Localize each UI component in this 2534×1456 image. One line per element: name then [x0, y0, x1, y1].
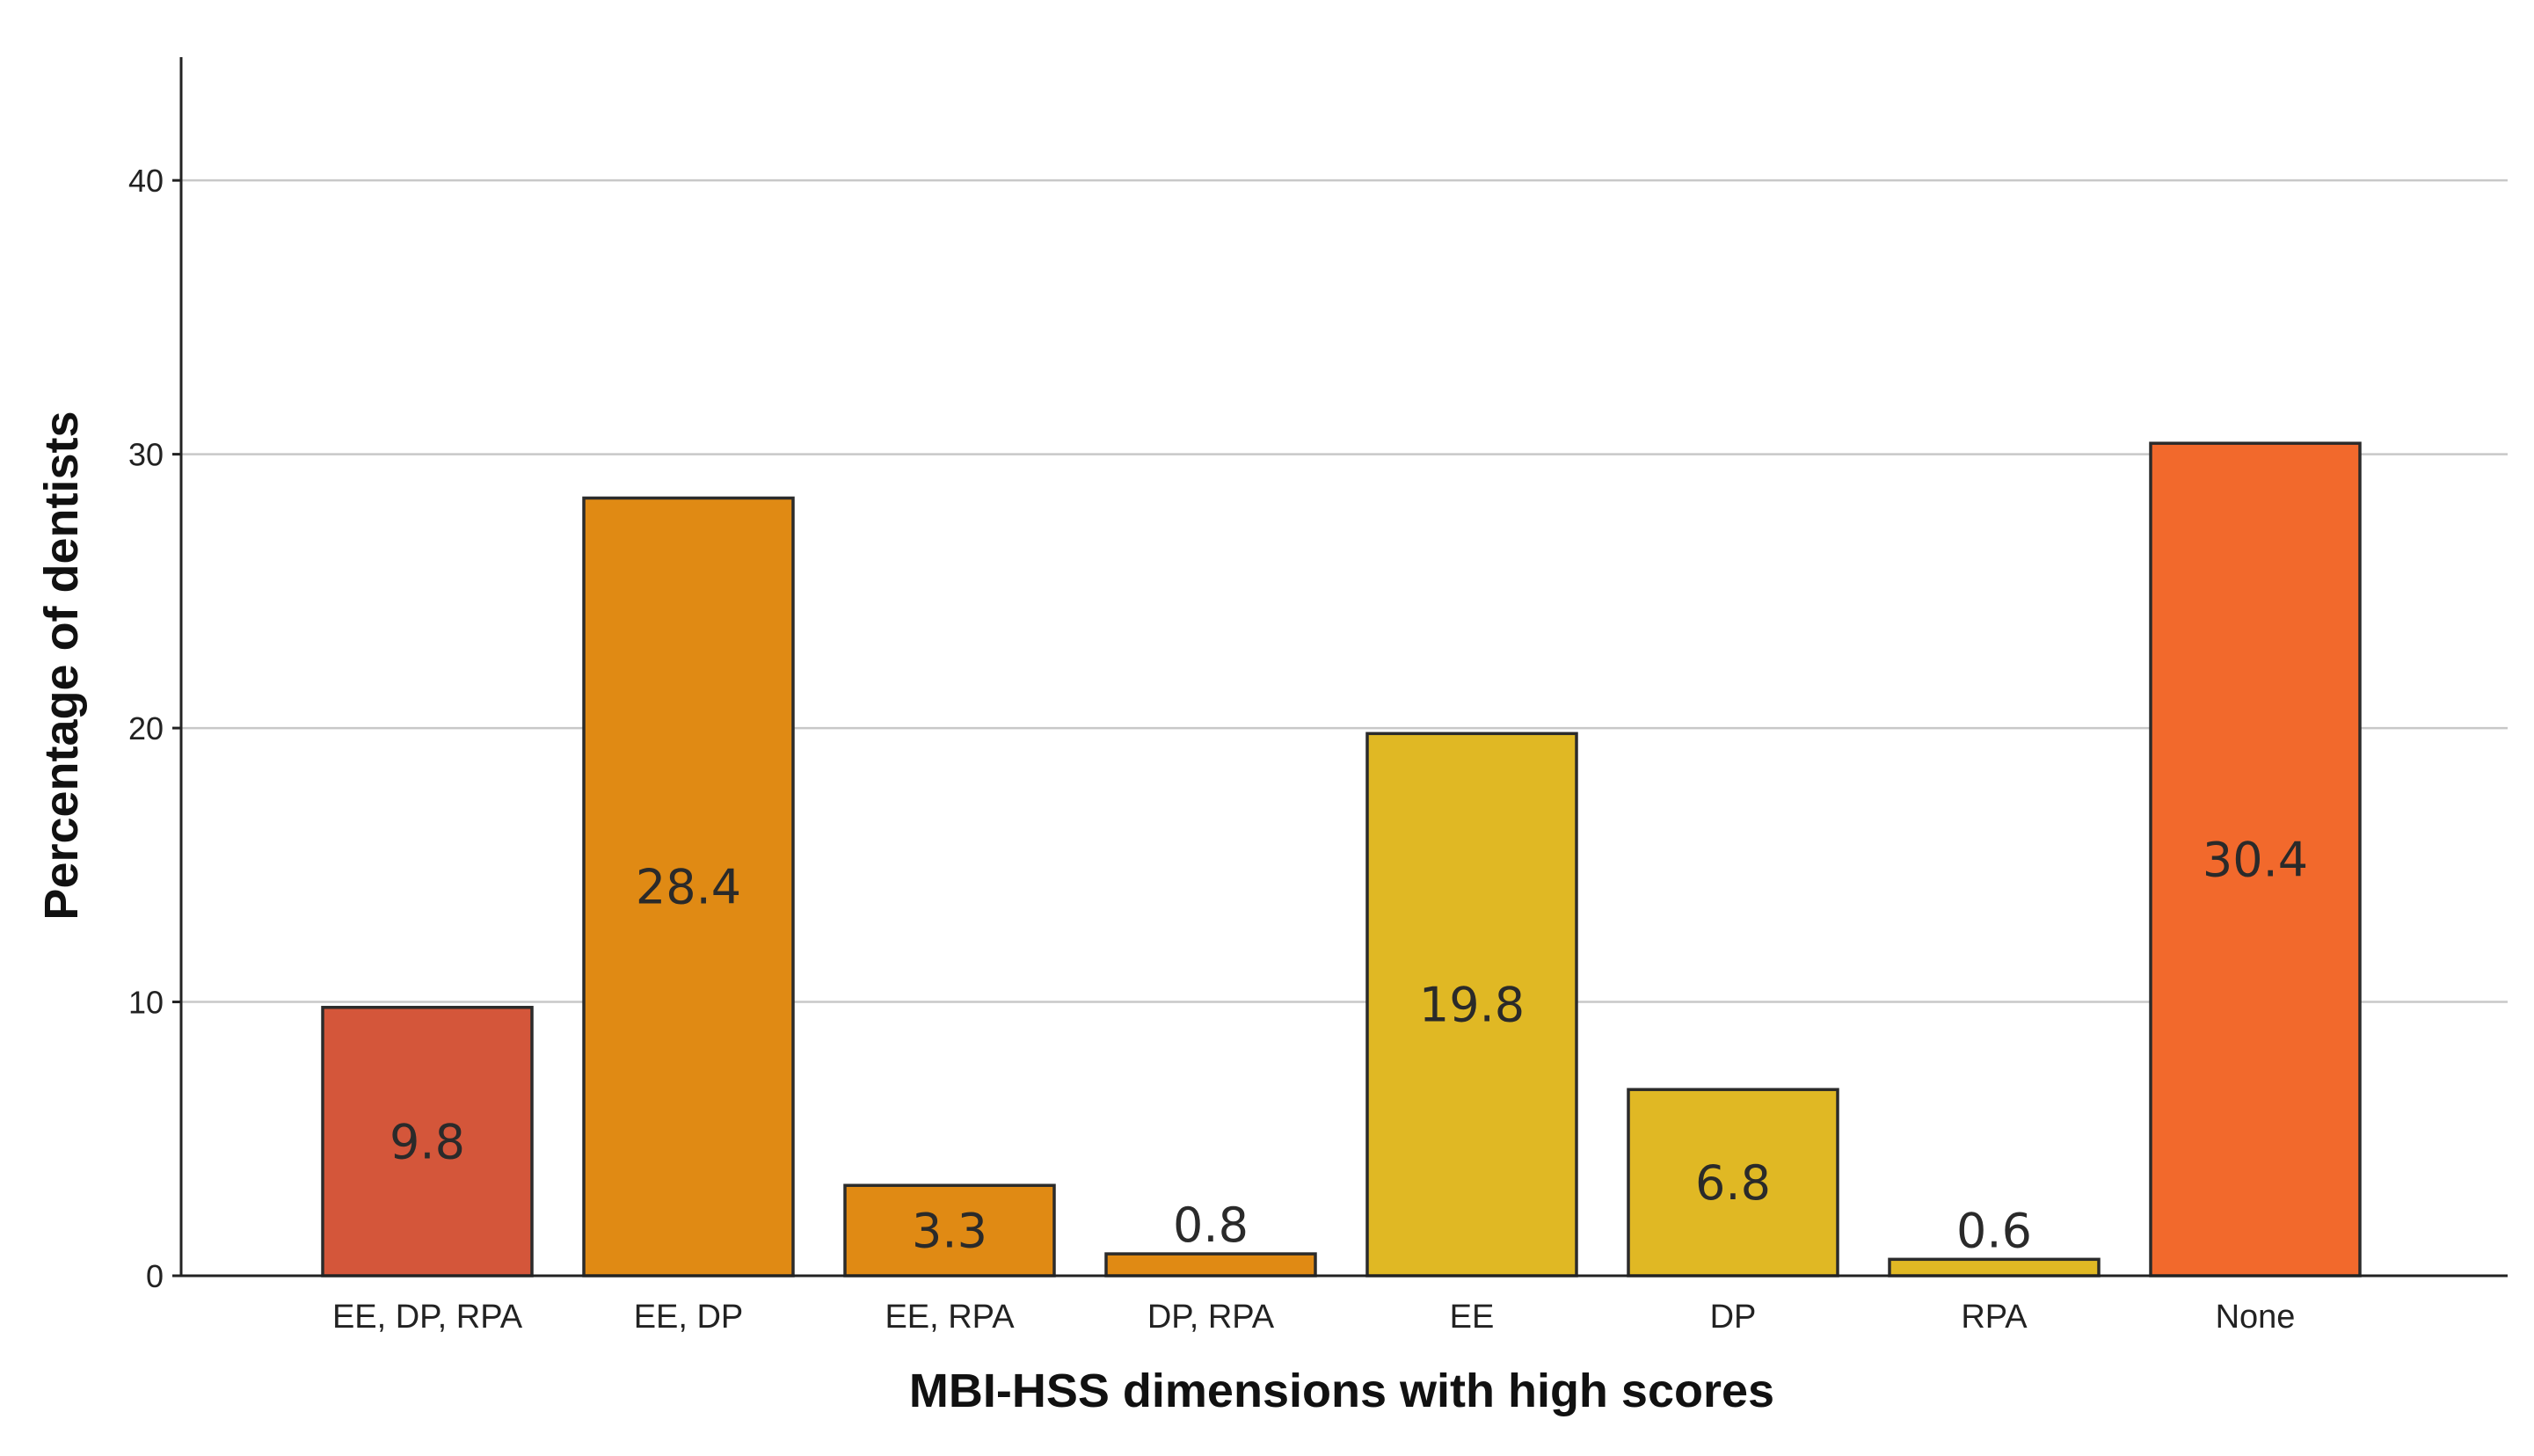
bar	[321, 1006, 534, 1278]
bar	[1888, 1257, 2101, 1278]
data-label: 30.4	[2203, 833, 2308, 888]
x-tick-label: EE, DP, RPA	[332, 1299, 523, 1336]
data-label: 6.8	[1695, 1155, 1771, 1211]
x-axis-title: MBI-HSS dimensions with high scores	[909, 1365, 1774, 1417]
y-axis-title: Percentage of dentists	[35, 411, 88, 920]
x-tick-label: EE, RPA	[885, 1299, 1015, 1336]
y-tick-label: 30	[128, 437, 164, 473]
gridlines	[181, 178, 2508, 1003]
bars	[321, 441, 2362, 1278]
axes	[172, 57, 2508, 1278]
x-tick-label: None	[2216, 1299, 2296, 1336]
bar	[1365, 732, 1578, 1278]
y-tick-label: 10	[128, 985, 164, 1021]
data-label: 28.4	[636, 860, 741, 915]
bar	[1627, 1088, 1839, 1278]
y-tick-labels: 0 10 20 30 40	[128, 163, 164, 1294]
data-label: 3.3	[912, 1204, 987, 1259]
x-tick-label: DP	[1710, 1299, 1757, 1336]
bar	[1104, 1252, 1317, 1278]
x-tick-label: EE, DP	[634, 1299, 744, 1336]
x-tick-label: RPA	[1961, 1299, 2028, 1336]
data-label: 9.8	[390, 1114, 465, 1169]
y-tick-label: 20	[128, 710, 164, 746]
x-tick-label: DP, RPA	[1147, 1299, 1275, 1336]
data-label: 0.8	[1173, 1198, 1249, 1253]
category-labels: EE, DP, RPA EE, DP EE, RPA DP, RPA EE DP RPA No…	[332, 1299, 2295, 1336]
y-tick-label: 0	[146, 1258, 164, 1294]
x-tick-label: EE	[1450, 1299, 1495, 1336]
data-labels: 9.8 28.4 3.3 0.8 19.8 6.8 0.6 30.4	[390, 833, 2308, 1259]
bar	[843, 1183, 1056, 1278]
data-label: 0.6	[1956, 1203, 2032, 1258]
data-label: 19.8	[1419, 978, 1525, 1033]
bar	[2149, 441, 2362, 1278]
y-tick-label: 40	[128, 163, 164, 199]
